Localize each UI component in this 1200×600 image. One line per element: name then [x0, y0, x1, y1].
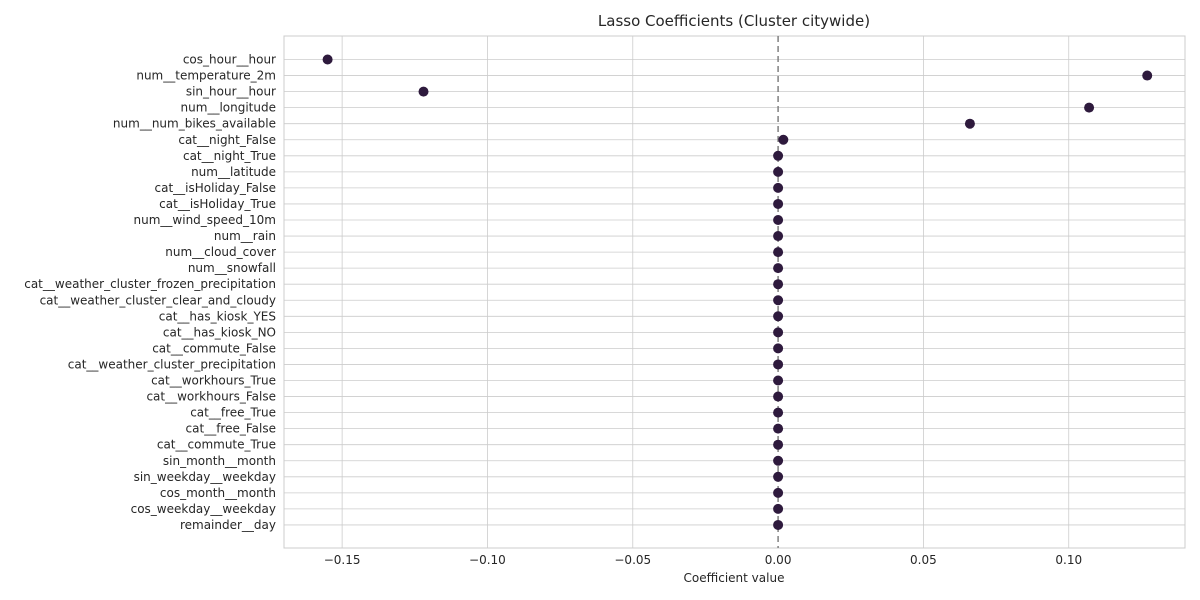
data-point — [773, 503, 784, 514]
data-point — [418, 86, 429, 97]
data-point — [773, 279, 784, 290]
x-tick-label: 0.00 — [765, 553, 792, 567]
y-tick-label: cat__weather_cluster_clear_and_cloudy — [40, 293, 276, 307]
y-tick-label: sin_weekday__weekday — [134, 470, 276, 484]
data-point — [964, 118, 975, 129]
y-tick-label: num__rain — [214, 229, 276, 243]
y-tick-label: cat__commute_True — [157, 438, 276, 452]
data-point — [773, 263, 784, 274]
y-tick-label: cos_month__month — [160, 486, 276, 500]
x-tick-label: −0.05 — [614, 553, 651, 567]
data-point — [773, 471, 784, 482]
y-tick-label: sin_month__month — [163, 454, 276, 468]
y-tick-label: cat__free_False — [186, 422, 276, 436]
x-tick-label: −0.10 — [469, 553, 506, 567]
data-point — [773, 215, 784, 225]
plot-frame — [283, 35, 1186, 549]
y-tick-label: cat__has_kiosk_NO — [163, 325, 276, 339]
y-tick-label: num__longitude — [181, 101, 276, 115]
data-point — [773, 150, 784, 161]
y-tick-label: cat__free_True — [190, 406, 276, 420]
y-tick-label: cat__night_True — [183, 149, 276, 163]
x-tick-label: 0.10 — [1055, 553, 1082, 567]
y-tick-label: num__cloud_cover — [165, 245, 276, 259]
y-tick-label: cat__weather_cluster_precipitation — [68, 357, 276, 371]
x-axis-label: Coefficient value — [684, 571, 785, 585]
data-point — [773, 439, 784, 450]
data-points — [322, 54, 1153, 530]
y-tick-label: num__latitude — [191, 165, 276, 179]
data-point — [773, 247, 784, 258]
x-tick-label: −0.15 — [324, 553, 361, 567]
data-point — [1142, 70, 1153, 81]
y-tick-label: cat__commute_False — [152, 341, 276, 355]
data-point — [773, 487, 784, 498]
data-point — [773, 375, 784, 386]
data-point — [773, 343, 784, 354]
data-point — [773, 311, 784, 322]
x-tick-label: 0.05 — [910, 553, 937, 567]
data-point — [773, 391, 784, 402]
data-point — [778, 134, 789, 145]
chart-title: Lasso Coefficients (Cluster citywide) — [598, 12, 870, 30]
data-point — [773, 166, 784, 177]
y-tick-label: cat__isHoliday_False — [155, 181, 276, 195]
y-tick-label: cos_weekday__weekday — [131, 502, 276, 516]
grid — [284, 36, 1185, 548]
y-tick-label: sin_hour__hour — [186, 85, 276, 99]
y-tick-label: cat__has_kiosk_YES — [159, 309, 276, 323]
data-point — [773, 423, 784, 434]
data-point — [322, 54, 333, 65]
data-point — [773, 231, 784, 242]
y-tick-label: cat__isHoliday_True — [159, 197, 276, 211]
y-tick-label: cat__weather_cluster_frozen_precipitatio… — [24, 277, 276, 291]
y-tick-label: cat__night_False — [178, 133, 276, 147]
y-tick-label: num__snowfall — [188, 261, 276, 275]
y-tick-label: cat__workhours_True — [151, 374, 276, 388]
y-tick-label: num__temperature_2m — [136, 69, 276, 83]
y-tick-label: cos_hour__hour — [183, 53, 276, 67]
data-point — [773, 182, 784, 193]
y-tick-label: num__num_bikes_available — [113, 117, 276, 131]
data-point — [773, 295, 784, 306]
data-point — [773, 359, 784, 370]
data-point — [1084, 102, 1095, 113]
y-tick-label: remainder__day — [180, 518, 276, 532]
y-tick-label: num__wind_speed_10m — [134, 213, 276, 227]
data-point — [773, 198, 784, 209]
y-tick-label: cat__workhours_False — [146, 390, 276, 404]
data-point — [773, 519, 784, 530]
data-point — [773, 455, 784, 466]
data-point — [773, 407, 784, 418]
data-point — [773, 327, 784, 338]
x-tick-labels: −0.15 −0.10 −0.05 0.00 0.05 0.10 — [324, 553, 1082, 567]
y-tick-labels: cos_hour__hour num__temperature_2m sin_hou… — [24, 53, 276, 532]
